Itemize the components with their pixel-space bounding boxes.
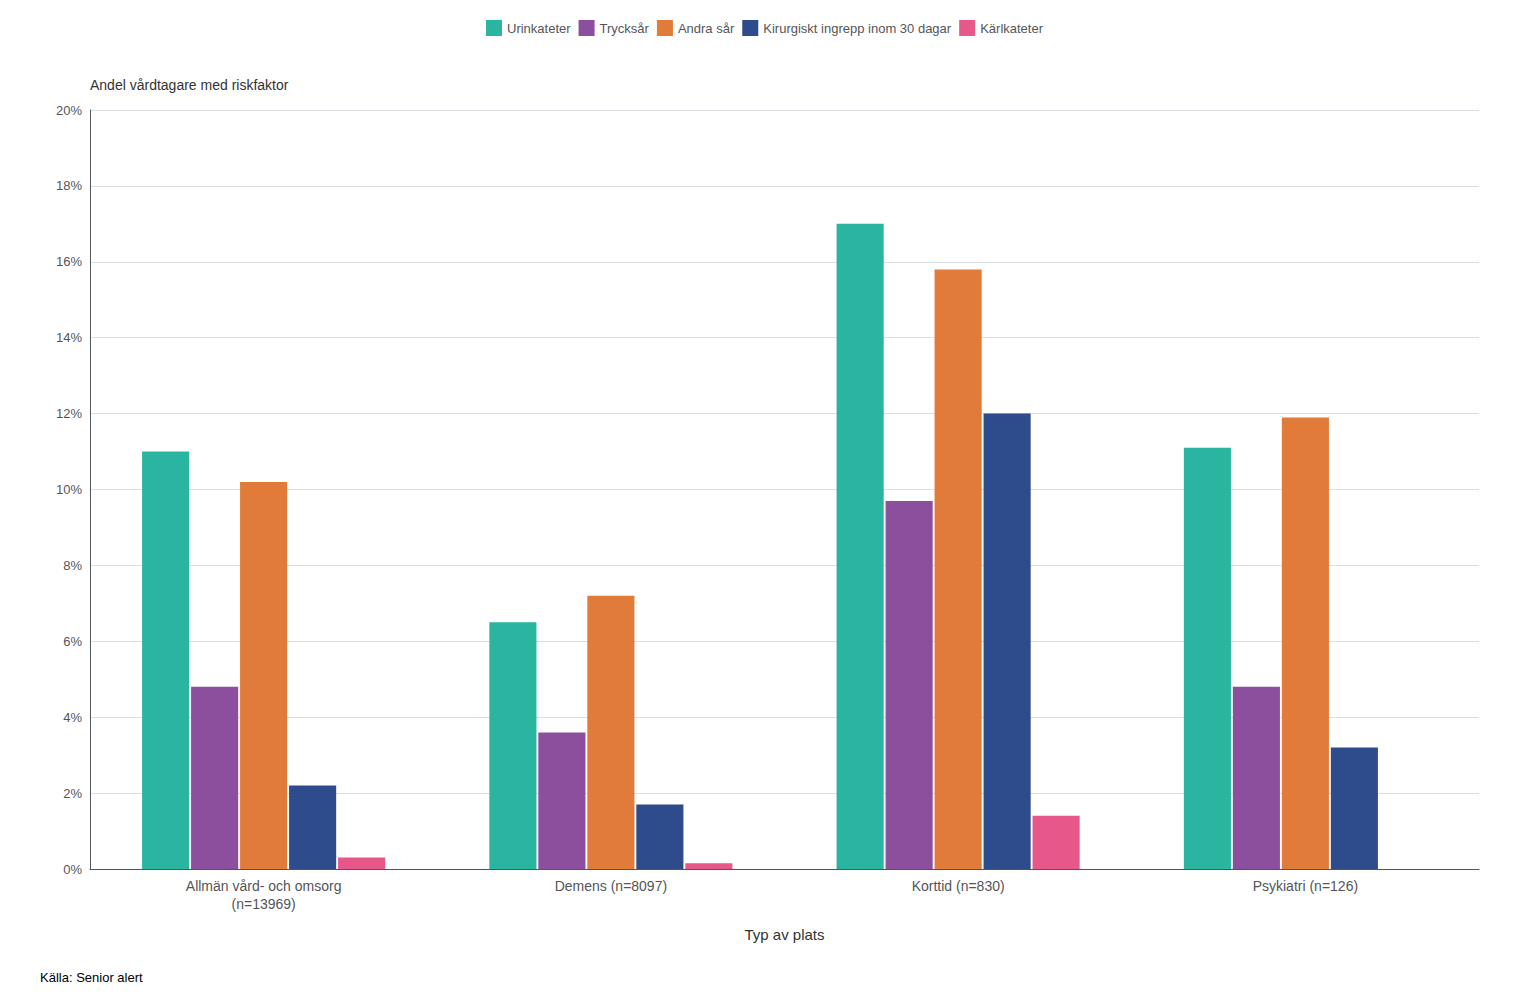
svg-text:2%: 2% xyxy=(63,786,82,801)
svg-text:16%: 16% xyxy=(56,254,82,269)
svg-text:Trycksår: Trycksår xyxy=(600,21,650,36)
svg-text:12%: 12% xyxy=(56,406,82,421)
svg-text:Kärlkateter: Kärlkateter xyxy=(980,21,1044,36)
svg-text:Typ av plats: Typ av plats xyxy=(744,926,824,943)
svg-text:Demens (n=8097): Demens (n=8097) xyxy=(555,878,667,894)
svg-text:4%: 4% xyxy=(63,710,82,725)
svg-text:8%: 8% xyxy=(63,558,82,573)
svg-text:10%: 10% xyxy=(56,482,82,497)
svg-text:Allmän vård- och omsorg: Allmän vård- och omsorg xyxy=(186,878,342,894)
svg-text:(n=13969): (n=13969) xyxy=(232,896,296,912)
svg-text:6%: 6% xyxy=(63,634,82,649)
svg-text:Andel vårdtagare med riskfakto: Andel vårdtagare med riskfaktor xyxy=(90,77,289,93)
svg-text:14%: 14% xyxy=(56,330,82,345)
svg-text:Psykiatri (n=126): Psykiatri (n=126) xyxy=(1253,878,1358,894)
svg-text:0%: 0% xyxy=(63,862,82,877)
svg-text:Källa: Senior alert: Källa: Senior alert xyxy=(40,970,143,985)
svg-text:20%: 20% xyxy=(56,103,82,118)
svg-text:Urinkateter: Urinkateter xyxy=(507,21,571,36)
svg-text:Kirurgiskt ingrepp inom 30 dag: Kirurgiskt ingrepp inom 30 dagar xyxy=(763,21,952,36)
svg-text:18%: 18% xyxy=(56,178,82,193)
svg-text:Andra sår: Andra sår xyxy=(678,21,735,36)
svg-text:Korttid (n=830): Korttid (n=830) xyxy=(912,878,1005,894)
